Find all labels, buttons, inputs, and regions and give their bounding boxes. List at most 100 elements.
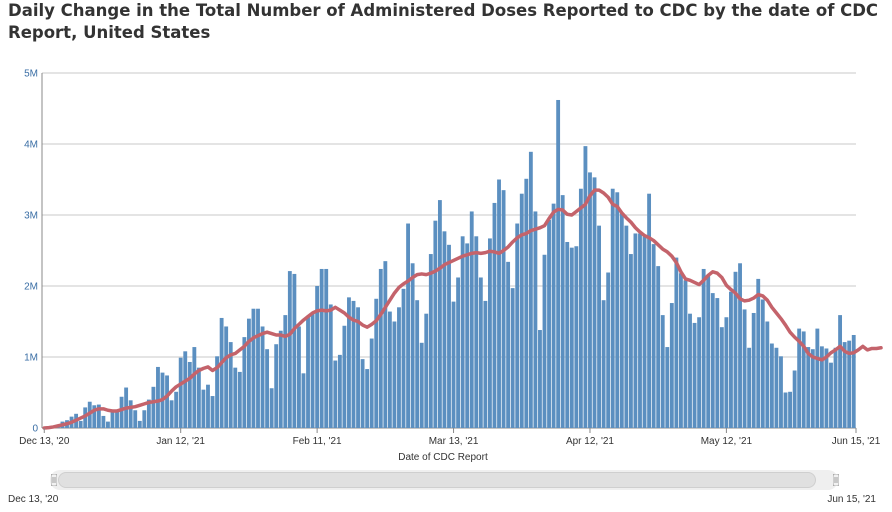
bar[interactable]	[301, 373, 306, 428]
bar[interactable]	[369, 338, 374, 428]
bar[interactable]	[592, 177, 597, 428]
bar[interactable]	[410, 263, 415, 428]
bar[interactable]	[278, 330, 283, 428]
bar[interactable]	[615, 192, 620, 428]
bar[interactable]	[528, 151, 533, 428]
bar[interactable]	[210, 396, 215, 428]
bar[interactable]	[692, 322, 697, 428]
bar[interactable]	[488, 238, 492, 428]
bar[interactable]	[374, 298, 379, 428]
bar[interactable]	[738, 263, 742, 428]
bar[interactable]	[178, 357, 183, 428]
bar[interactable]	[260, 326, 265, 428]
bar[interactable]	[306, 315, 310, 428]
bar[interactable]	[397, 307, 401, 428]
bar[interactable]	[265, 349, 270, 428]
bar[interactable]	[610, 188, 615, 428]
bar[interactable]	[447, 244, 451, 428]
bar[interactable]	[669, 303, 674, 428]
bar[interactable]	[165, 375, 169, 428]
bar[interactable]	[424, 313, 429, 428]
bar[interactable]	[356, 307, 360, 428]
bar[interactable]	[560, 195, 565, 428]
bar[interactable]	[547, 219, 551, 428]
bar[interactable]	[392, 321, 397, 429]
bar[interactable]	[119, 396, 124, 428]
bar[interactable]	[733, 271, 738, 428]
bar[interactable]	[642, 236, 647, 428]
bar[interactable]	[233, 367, 238, 428]
bar[interactable]	[106, 421, 110, 428]
bar[interactable]	[269, 388, 274, 428]
bar[interactable]	[465, 243, 470, 428]
bar[interactable]	[137, 420, 142, 428]
bar[interactable]	[628, 254, 633, 428]
bar[interactable]	[115, 410, 119, 428]
bar[interactable]	[474, 236, 479, 428]
bar[interactable]	[633, 233, 638, 428]
bar[interactable]	[224, 326, 229, 428]
range-handle-right-icon[interactable]	[833, 474, 839, 486]
bar[interactable]	[246, 318, 251, 428]
bar[interactable]	[515, 223, 520, 428]
bar[interactable]	[551, 203, 556, 428]
bar[interactable]	[101, 415, 106, 428]
bar[interactable]	[510, 288, 515, 428]
bar[interactable]	[442, 231, 447, 428]
bar-series[interactable]	[46, 99, 856, 429]
bar[interactable]	[710, 293, 715, 428]
bar[interactable]	[756, 278, 761, 428]
bar[interactable]	[701, 268, 706, 428]
bar[interactable]	[829, 362, 833, 428]
bar[interactable]	[506, 261, 511, 428]
bar[interactable]	[556, 99, 561, 428]
bar[interactable]	[810, 349, 815, 428]
bar[interactable]	[769, 343, 774, 428]
bar[interactable]	[319, 268, 324, 428]
bar[interactable]	[797, 328, 802, 428]
bar[interactable]	[310, 312, 315, 428]
bar[interactable]	[656, 266, 661, 428]
bar[interactable]	[201, 389, 206, 428]
bar[interactable]	[351, 300, 356, 428]
bar[interactable]	[538, 330, 542, 428]
bar[interactable]	[788, 391, 792, 428]
bar[interactable]	[747, 347, 752, 428]
bar[interactable]	[606, 272, 611, 428]
bar[interactable]	[715, 298, 720, 428]
bar[interactable]	[578, 188, 583, 428]
bar[interactable]	[497, 179, 501, 429]
bar[interactable]	[383, 261, 388, 428]
bar[interactable]	[456, 277, 461, 428]
bar[interactable]	[801, 331, 806, 428]
bar[interactable]	[665, 347, 670, 428]
bar[interactable]	[387, 311, 392, 428]
bar[interactable]	[78, 420, 83, 428]
bar[interactable]	[524, 178, 529, 428]
bar[interactable]	[324, 268, 329, 428]
bar[interactable]	[228, 342, 233, 428]
bar[interactable]	[342, 325, 347, 428]
bar[interactable]	[110, 410, 115, 428]
bar[interactable]	[328, 304, 333, 428]
bar[interactable]	[256, 308, 260, 428]
bar[interactable]	[142, 410, 147, 428]
bar[interactable]	[215, 356, 219, 428]
bar[interactable]	[360, 359, 365, 428]
bar[interactable]	[242, 337, 247, 428]
bar[interactable]	[492, 202, 497, 428]
bar[interactable]	[406, 223, 410, 428]
bar[interactable]	[287, 271, 292, 428]
bar[interactable]	[401, 288, 406, 428]
bar[interactable]	[688, 313, 692, 428]
bar[interactable]	[315, 286, 320, 428]
bar[interactable]	[533, 211, 538, 428]
bar[interactable]	[542, 254, 547, 428]
bar[interactable]	[419, 342, 424, 428]
bar[interactable]	[483, 300, 488, 428]
bar[interactable]	[347, 297, 351, 428]
bar[interactable]	[683, 280, 688, 428]
bar[interactable]	[297, 326, 301, 428]
bar[interactable]	[183, 351, 188, 428]
bar[interactable]	[719, 327, 724, 428]
